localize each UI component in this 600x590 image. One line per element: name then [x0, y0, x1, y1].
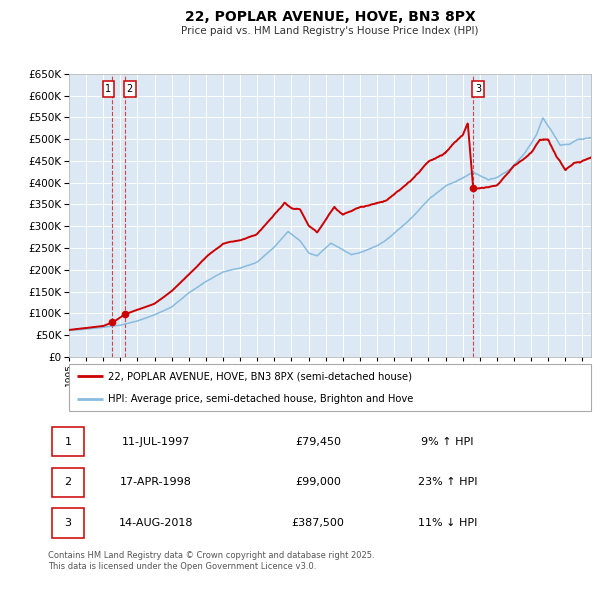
Text: 3: 3 — [475, 84, 481, 94]
Text: 1: 1 — [106, 84, 112, 94]
Text: £387,500: £387,500 — [292, 518, 344, 528]
Text: 9% ↑ HPI: 9% ↑ HPI — [421, 437, 474, 447]
FancyBboxPatch shape — [52, 468, 83, 497]
Text: 14-AUG-2018: 14-AUG-2018 — [119, 518, 193, 528]
Text: 2: 2 — [64, 477, 71, 487]
Text: 11-JUL-1997: 11-JUL-1997 — [122, 437, 190, 447]
FancyBboxPatch shape — [69, 365, 591, 411]
FancyBboxPatch shape — [52, 509, 83, 537]
Text: 17-APR-1998: 17-APR-1998 — [120, 477, 192, 487]
Text: 23% ↑ HPI: 23% ↑ HPI — [418, 477, 478, 487]
Text: £99,000: £99,000 — [295, 477, 341, 487]
Text: 22, POPLAR AVENUE, HOVE, BN3 8PX (semi-detached house): 22, POPLAR AVENUE, HOVE, BN3 8PX (semi-d… — [108, 371, 412, 381]
Text: Contains HM Land Registry data © Crown copyright and database right 2025.
This d: Contains HM Land Registry data © Crown c… — [48, 550, 374, 572]
Text: 2: 2 — [127, 84, 133, 94]
Text: 22, POPLAR AVENUE, HOVE, BN3 8PX: 22, POPLAR AVENUE, HOVE, BN3 8PX — [185, 9, 475, 24]
Text: Price paid vs. HM Land Registry's House Price Index (HPI): Price paid vs. HM Land Registry's House … — [181, 26, 479, 36]
Text: £79,450: £79,450 — [295, 437, 341, 447]
FancyBboxPatch shape — [52, 427, 83, 456]
Text: 1: 1 — [64, 437, 71, 447]
Text: 11% ↓ HPI: 11% ↓ HPI — [418, 518, 477, 528]
Text: 3: 3 — [64, 518, 71, 528]
Text: HPI: Average price, semi-detached house, Brighton and Hove: HPI: Average price, semi-detached house,… — [108, 395, 413, 405]
